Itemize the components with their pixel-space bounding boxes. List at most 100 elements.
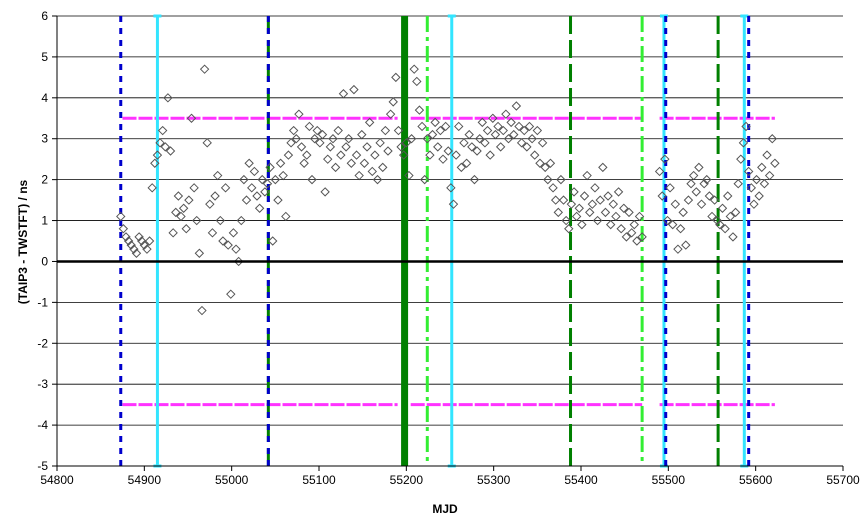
data-point (587, 199, 598, 209)
data-point (480, 138, 490, 148)
data-point (343, 134, 354, 144)
data-point (717, 203, 728, 213)
data-point (205, 199, 215, 209)
data-point (249, 166, 260, 177)
data-point (176, 211, 186, 222)
data-point (435, 125, 446, 136)
data-point (459, 138, 469, 148)
data-point (637, 232, 647, 242)
data-point (341, 142, 351, 152)
y-tick-label: -4 (37, 418, 48, 432)
data-point (493, 121, 503, 132)
data-point (654, 166, 665, 177)
data-point (380, 125, 391, 136)
data-point (456, 162, 467, 173)
data-point (490, 129, 501, 140)
grid-lines (57, 15, 843, 467)
data-point (317, 129, 328, 140)
data-point (283, 150, 294, 160)
data-point (770, 158, 780, 168)
data-point (262, 179, 273, 189)
x-tick-label: 55200 (390, 473, 424, 487)
data-point (741, 121, 751, 132)
data-point (550, 195, 561, 205)
data-point (605, 219, 616, 230)
data-point (186, 113, 197, 123)
data-point (126, 240, 136, 250)
data-point (704, 191, 715, 201)
data-point (670, 199, 681, 209)
data-point (160, 142, 171, 152)
data-point (296, 142, 307, 152)
data-point (265, 162, 275, 173)
data-point (157, 125, 168, 136)
x-tick-label: 54900 (128, 473, 162, 487)
data-point (467, 142, 477, 152)
data-point (686, 179, 696, 189)
data-point (558, 195, 569, 205)
data-point (488, 113, 498, 123)
data-point (333, 125, 343, 136)
data-point (244, 158, 254, 168)
data-point (561, 215, 571, 226)
data-point (430, 117, 440, 128)
data-point (257, 174, 267, 185)
data-point (516, 138, 527, 148)
y-tick-label: -2 (37, 336, 48, 350)
x-tick-label: 55400 (564, 473, 598, 487)
data-point (215, 215, 226, 226)
data-points (116, 64, 780, 316)
data-point (535, 158, 545, 168)
data-point (699, 179, 709, 189)
data-point (530, 150, 540, 160)
data-point (291, 134, 302, 144)
data-point (412, 76, 422, 87)
data-point (657, 191, 667, 201)
data-point (472, 146, 482, 156)
data-point (579, 191, 590, 201)
data-point (199, 64, 210, 74)
data-point (173, 191, 184, 201)
data-point (764, 170, 775, 181)
data-point (537, 138, 548, 148)
data-point (540, 162, 550, 173)
data-point (519, 125, 529, 136)
y-tick-label: 4 (41, 91, 48, 105)
data-point (522, 142, 532, 152)
data-point (325, 142, 336, 152)
data-point (577, 219, 587, 230)
data-point (619, 203, 629, 213)
data-point (590, 183, 600, 193)
data-point (312, 125, 322, 136)
x-tick-label: 55500 (652, 473, 686, 487)
data-point (165, 146, 176, 156)
data-point (746, 183, 757, 193)
data-point (184, 195, 194, 205)
data-point (189, 183, 199, 193)
data-point (611, 211, 621, 222)
data-point (720, 224, 730, 234)
data-point (236, 215, 246, 226)
data-point (419, 174, 430, 185)
axes (52, 15, 844, 471)
data-point (123, 236, 134, 246)
y-tick-label: -5 (37, 459, 48, 473)
data-point (694, 162, 704, 173)
data-point (730, 207, 741, 218)
data-point (553, 207, 564, 218)
data-point (375, 138, 385, 148)
data-point (323, 154, 333, 164)
x-tick-label: 55100 (302, 473, 336, 487)
y-tick-label: 6 (41, 9, 48, 23)
data-point (598, 162, 608, 173)
data-point (564, 224, 574, 234)
data-point (273, 195, 283, 205)
data-point (454, 121, 464, 132)
data-point (404, 170, 414, 181)
data-point (359, 158, 370, 168)
data-point (121, 232, 131, 242)
x-tick-label: 55300 (477, 473, 511, 487)
data-point (354, 170, 364, 181)
data-point (378, 162, 388, 173)
data-point (233, 256, 244, 267)
